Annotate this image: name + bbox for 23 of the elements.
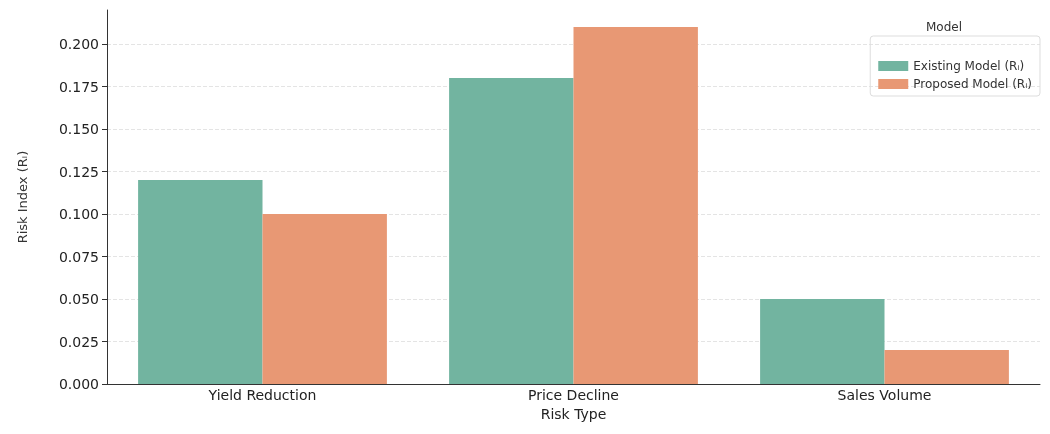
x-axis-title: Risk Type [540, 406, 607, 422]
y-tick-label: 0.200 [58, 36, 99, 53]
y-tick-label: 0.025 [58, 333, 99, 350]
y-axis-title: Risk Index (Rᵢ) [15, 150, 30, 244]
y-tick-label: 0.150 [58, 121, 99, 138]
y-tick-label: 0.075 [58, 248, 99, 265]
bar [138, 180, 263, 385]
y-tick-label: 0.050 [58, 291, 99, 308]
bar [884, 350, 1009, 385]
legend-label: Existing Model (Rᵢ) [913, 59, 1025, 73]
y-tick-label: 0.100 [58, 206, 99, 223]
y-tick-label: 0.175 [58, 78, 99, 95]
x-tick-label: Price Decline [528, 387, 619, 404]
bar [760, 299, 885, 385]
bar [262, 214, 387, 385]
bar [449, 78, 574, 385]
legend-title: Model [925, 20, 962, 34]
bar [573, 27, 698, 385]
legend-label: Proposed Model (Rᵢ) [913, 77, 1033, 91]
x-tick-label: Yield Reduction [207, 387, 317, 404]
x-tick-label: Sales Volume [837, 387, 932, 404]
y-tick-label: 0.125 [58, 163, 99, 180]
y-tick-label: 0.000 [58, 376, 99, 393]
